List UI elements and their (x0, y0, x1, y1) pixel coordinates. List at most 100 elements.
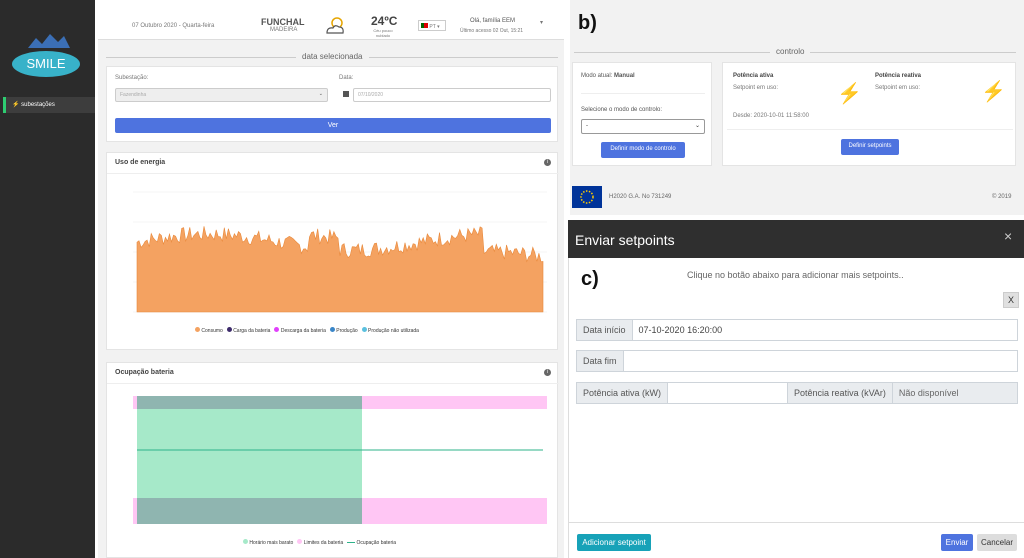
legend-line (347, 541, 356, 543)
legend-label: Horário mais barato (249, 540, 294, 546)
legend-dot (243, 539, 248, 544)
substation-value: Fazendinha (120, 92, 147, 98)
legend-dot (297, 539, 303, 544)
cancel-button[interactable]: Cancelar (977, 534, 1017, 551)
battery-title: Ocupação bateria (115, 369, 174, 376)
calendar-icon (343, 91, 349, 97)
legend-item-ocupacao[interactable]: Ocupação bateria (347, 540, 396, 546)
setpoints-card: Potência ativa Setpoint em uso: ⚡ Potênc… (722, 62, 1016, 166)
top-header: 07 Outubro 2020 - Quarta-feira FUNCHAL M… (98, 0, 564, 40)
reactive-power-label: Potência reativa (kVAr) (788, 383, 893, 403)
battery-chart (133, 396, 547, 524)
header-city: FUNCHAL (261, 17, 305, 27)
chevron-down-icon: ⌄ (318, 91, 323, 97)
add-setpoint-button[interactable]: Adicionar setpoint (577, 534, 651, 551)
header-region: MADEIRA (270, 27, 298, 33)
substation-label: Subestação: (115, 75, 149, 81)
header-temp: 24ºC (371, 14, 398, 28)
close-icon[interactable]: × (1004, 228, 1013, 244)
active-power-label: Potência ativa (kW) (577, 383, 669, 403)
active-power-input[interactable] (668, 383, 789, 403)
legend-item-carga[interactable]: Carga da bateria (226, 327, 271, 334)
end-date-input[interactable] (624, 351, 1017, 371)
reactive-power-title: Potência reativa (875, 73, 922, 79)
view-button[interactable]: Ver (115, 118, 551, 133)
modal-body: c) Clique no botão abaixo para adicionar… (568, 258, 1024, 558)
reactive-power-input: Não disponível (892, 383, 1017, 403)
start-date-row: Data início 07-10-2020 16:20:00 (576, 319, 1018, 341)
mode-select-label: Selecione o modo de controlo: (581, 107, 663, 113)
card-divider (727, 129, 1013, 130)
battery-card: Ocupação bateria i Horário mais barato L… (106, 362, 559, 558)
grant-text: H2020 G.A. No 731249 (609, 194, 672, 200)
chevron-down-icon: ▾ (437, 24, 440, 30)
energy-legend: Consumo Carga da bateria Descarga da bat… (195, 327, 419, 334)
consumo-area (136, 226, 544, 313)
chevron-down-icon: ⌄ (694, 123, 700, 129)
legend-label: Carga da bateria (233, 328, 271, 334)
battery-legend: Horário mais barato Limites da bateria O… (243, 539, 396, 546)
date-input[interactable]: 07/10/2020 (353, 88, 551, 102)
bolt-icon: ⚡ (12, 102, 20, 108)
weather-icon (324, 16, 346, 38)
legend-dot (226, 327, 232, 332)
user-greeting[interactable]: Olá, família EEM (470, 18, 516, 24)
panel-label-b: b) (578, 12, 597, 34)
legend-item-consumo[interactable]: Consumo (195, 327, 223, 334)
legend-label: Produção (336, 328, 358, 334)
substation-select[interactable]: Fazendinha ⌄ (115, 88, 328, 102)
date-label: Data: (339, 75, 354, 81)
sidebar-item-subestacoes[interactable]: ⚡ subestações (3, 97, 95, 113)
end-date-label: Data fim (577, 351, 624, 371)
energy-card: Uso de energia i Consumo Carga da bateri… (106, 152, 559, 350)
panel-label-c: c) (581, 268, 599, 290)
legend-item-descarga[interactable]: Descarga da bateria (274, 327, 326, 334)
reactive-power-setpoint: Setpoint em uso: (875, 85, 921, 91)
legend-dot (361, 327, 367, 332)
header-date: 07 Outubro 2020 - Quarta-feira (132, 23, 215, 29)
legend-label: Ocupação bateria (356, 539, 397, 546)
define-mode-button[interactable]: Definir modo de controlo (601, 142, 685, 158)
mode-select-value: - (586, 123, 588, 129)
card-divider (107, 173, 559, 174)
bolt-icon: ⚡ (837, 83, 862, 105)
user-menu-chevron-icon[interactable]: ▾ (540, 20, 544, 26)
bolt-icon: ⚡ (981, 81, 1006, 103)
last-access: Último acesso 02 Out, 15:21 (460, 28, 524, 34)
send-button[interactable]: Enviar (941, 534, 973, 551)
smile-logo[interactable]: SMILE (6, 30, 88, 80)
flag-pt-icon (421, 23, 428, 28)
end-date-row: Data fim (576, 350, 1018, 372)
overlap-bottom (137, 498, 362, 524)
section-title-selected: data selecionada (296, 52, 369, 61)
info-icon[interactable]: i (544, 369, 551, 376)
legend-label: Produção não utilizada (368, 328, 419, 334)
card-divider (107, 383, 559, 384)
legend-item-limites[interactable]: Limites da bateria (297, 539, 343, 546)
active-power-setpoint: Setpoint em uso: (733, 85, 779, 91)
legend-dot (329, 327, 335, 332)
language-select[interactable]: PT ▾ (418, 20, 446, 31)
legend-item-producao-nao-utilizada[interactable]: Produção não utilizada (361, 327, 419, 334)
eu-flag-icon (572, 186, 602, 208)
copyright: © 2019 (992, 194, 1012, 200)
legend-label: Limites da bateria (303, 540, 344, 546)
selection-card: Subestação: Fazendinha ⌄ Data: 07/10/202… (106, 66, 558, 142)
power-row: Potência ativa (kW) Potência reativa (kV… (576, 382, 1018, 404)
card-divider (581, 93, 705, 94)
start-date-input[interactable]: 07-10-2020 16:20:00 (638, 325, 723, 335)
legend-item-producao[interactable]: Produção (329, 327, 358, 334)
legend-dot (195, 327, 200, 332)
remove-setpoint-button[interactable]: X (1003, 292, 1019, 308)
sidebar-item-label: subestações (21, 102, 55, 108)
mode-value: Manual (614, 73, 635, 79)
define-setpoints-button[interactable]: Definir setpoints (841, 139, 899, 155)
legend-dot (274, 327, 280, 332)
mode-select[interactable]: - ⌄ (581, 119, 705, 134)
info-icon[interactable]: i (544, 159, 551, 166)
modal-header: Enviar setpoints × (568, 220, 1024, 258)
modal-footer-divider (569, 522, 1024, 523)
legend-label: Descarga da bateria (280, 328, 326, 334)
legend-item-horario[interactable]: Horário mais barato (243, 539, 293, 546)
modal-hint: Clique no botão abaixo para adicionar ma… (687, 270, 904, 280)
